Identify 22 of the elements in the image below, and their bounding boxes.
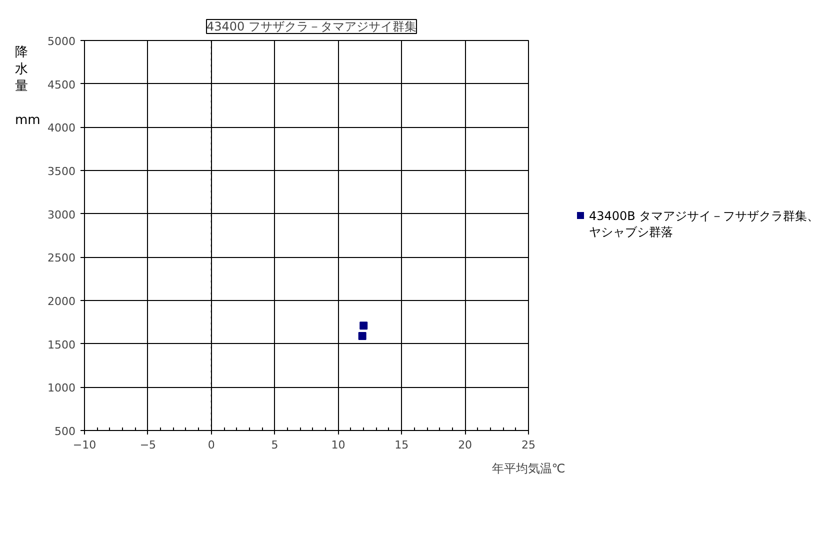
y-tick-label: 1000 <box>48 382 76 395</box>
x-tick-label: 0 <box>208 438 215 452</box>
text: 降水量 mm <box>15 45 40 128</box>
y-tick-label: 3500 <box>48 165 76 178</box>
y-tick-label: 4500 <box>48 78 76 92</box>
x-tick-label: 5 <box>271 438 278 452</box>
y-tick-label: 3000 <box>48 208 76 222</box>
y-tick-label: 5000 <box>48 35 76 48</box>
x-tick-label: 15 <box>394 438 409 452</box>
y-tick-label: 2500 <box>48 252 76 265</box>
y-tick-label: 2000 <box>48 295 76 308</box>
y-tick-label: 4000 <box>48 122 76 135</box>
y-tick-label: 1500 <box>48 338 76 352</box>
x-tick-label: −5 <box>140 438 156 452</box>
x-tick-label: 25 <box>522 438 536 452</box>
x-tick-label: 10 <box>331 438 346 452</box>
y-tick-label: 500 <box>54 425 76 438</box>
legend-label: 43400B タマアジサイ－フサザクラ群集、ヤシャブシ群落 <box>589 208 816 240</box>
chart-title: 43400 フサザクラ－タマアジサイ群集 <box>206 20 416 34</box>
x-tick-label: −10 <box>72 438 96 452</box>
x-tick-label: 20 <box>458 438 472 452</box>
x-axis-title: 年平均気温℃ <box>492 462 566 476</box>
